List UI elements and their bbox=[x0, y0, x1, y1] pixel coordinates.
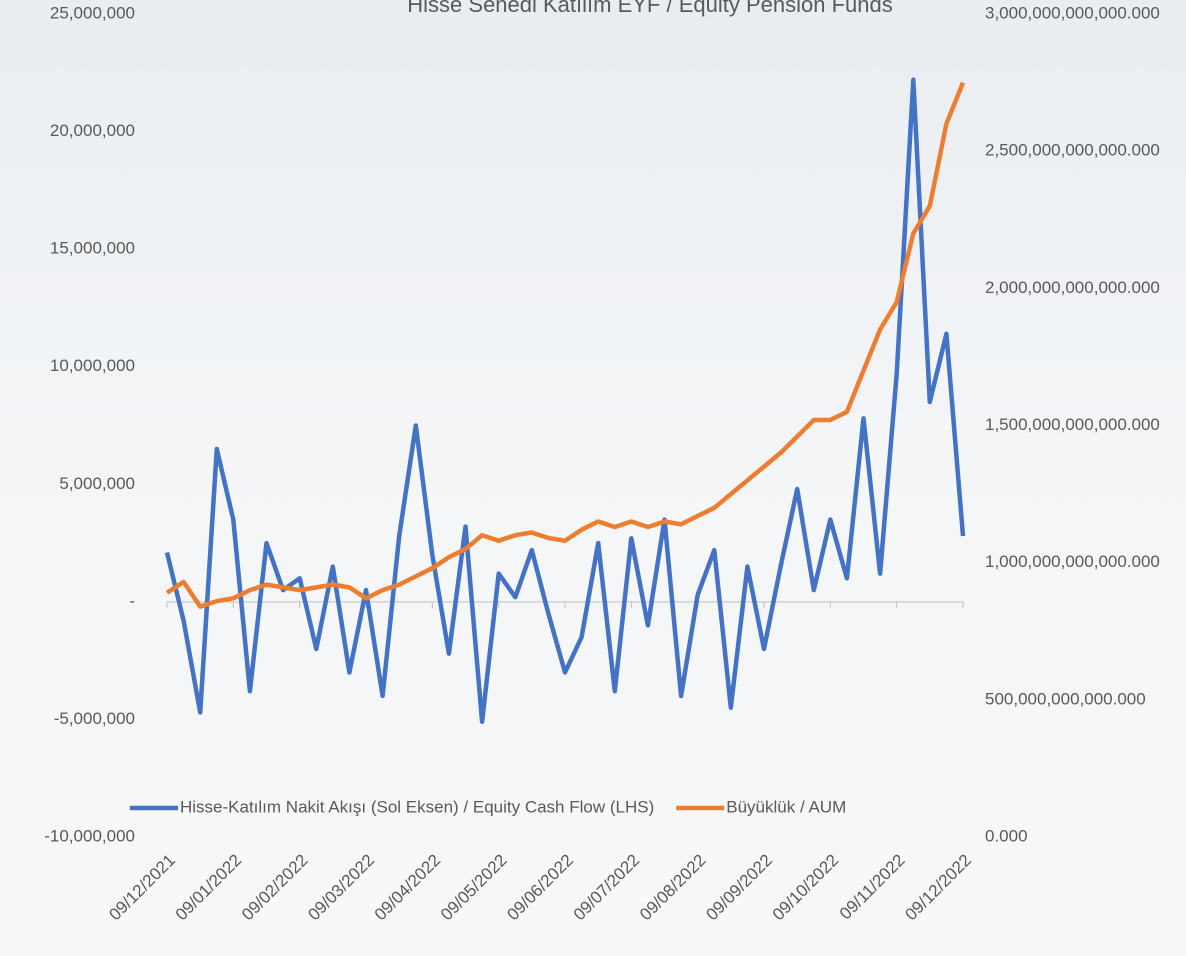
x-tick-label: 09/02/2022 bbox=[238, 851, 312, 925]
y2-tick-label: 3,000,000,000,000.000 bbox=[985, 3, 1160, 22]
x-tick-label: 09/08/2022 bbox=[636, 851, 710, 925]
x-tick-label: 09/11/2022 bbox=[836, 851, 909, 924]
legend-label: Hisse-Katılım Nakit Akışı (Sol Eksen) / … bbox=[180, 797, 654, 816]
chart-title: Hisse Senedi Katılım EYF / Equity Pensio… bbox=[407, 0, 892, 17]
y2-tick-label: 0.000 bbox=[985, 826, 1028, 845]
y2-tick-label: 2,000,000,000,000.000 bbox=[985, 278, 1160, 297]
series-line bbox=[165, 81, 966, 609]
x-tick-label: 09/06/2022 bbox=[503, 851, 577, 925]
y2-tick-label: 2,500,000,000,000.000 bbox=[985, 141, 1160, 160]
x-tick-label: 09/04/2022 bbox=[371, 851, 445, 925]
y-tick-label: -5,000,000 bbox=[54, 709, 135, 728]
x-tick-label: 09/07/2022 bbox=[570, 851, 644, 925]
x-tick-label: 09/12/2022 bbox=[901, 851, 975, 925]
x-tick-label: 09/12/2021 bbox=[105, 851, 179, 925]
x-tick-label: 09/05/2022 bbox=[437, 851, 511, 925]
y-tick-label: - bbox=[129, 591, 135, 610]
x-tick-label: 09/03/2022 bbox=[304, 851, 378, 925]
legend: Hisse-Katılım Nakit Akışı (Sol Eksen) / … bbox=[130, 797, 846, 816]
y2-tick-label: 1,500,000,000,000.000 bbox=[985, 415, 1160, 434]
y2-tick-label: 1,000,000,000,000.000 bbox=[985, 552, 1160, 571]
y-tick-label: 20,000,000 bbox=[50, 121, 135, 140]
x-tick-label: 09/09/2022 bbox=[702, 851, 776, 925]
y-tick-label: 5,000,000 bbox=[59, 474, 135, 493]
x-tick-label: 09/01/2022 bbox=[172, 851, 246, 925]
y-tick-label: 10,000,000 bbox=[50, 356, 135, 375]
y-tick-label: -10,000,000 bbox=[44, 826, 135, 845]
y-tick-label: 25,000,000 bbox=[50, 3, 135, 22]
y-tick-label: 15,000,000 bbox=[50, 239, 135, 258]
y2-tick-label: 500,000,000,000.000 bbox=[985, 689, 1146, 708]
series-line bbox=[164, 77, 966, 725]
x-tick-label: 09/10/2022 bbox=[769, 851, 843, 925]
legend-label: Büyüklük / AUM bbox=[726, 797, 846, 816]
